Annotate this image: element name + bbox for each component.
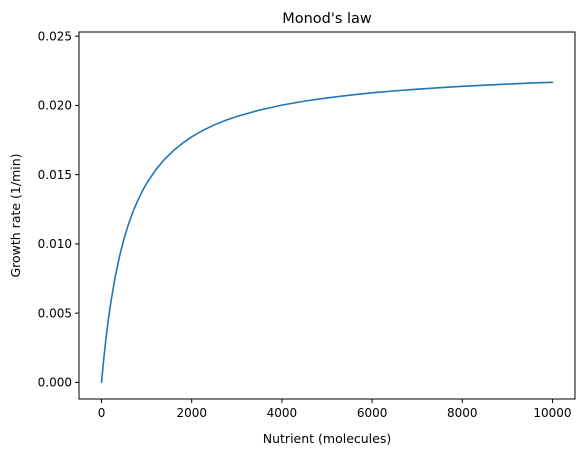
x-axis-label: Nutrient (molecules) <box>263 431 392 446</box>
y-tick-label: 0.000 <box>38 376 72 390</box>
x-tick-label: 2000 <box>176 406 207 420</box>
plot-frame <box>78 31 576 400</box>
series-line <box>100 81 554 384</box>
y-tick-label: 0.020 <box>38 99 72 113</box>
x-tick-label: 0 <box>98 406 106 420</box>
x-tick-label: 6000 <box>357 406 388 420</box>
x-tick-label: 8000 <box>447 406 478 420</box>
chart-title: Monod's law <box>282 11 372 27</box>
y-axis-label: Growth rate (1/min) <box>8 153 23 277</box>
y-tick-label: 0.025 <box>38 29 72 43</box>
y-tick-label: 0.005 <box>38 306 72 320</box>
x-axis: 0 2000 4000 6000 8000 10000 <box>98 399 572 420</box>
y-tick-label: 0.010 <box>38 237 72 251</box>
y-axis: 0.000 0.005 0.010 0.015 0.020 0.025 <box>38 29 79 390</box>
x-tick-label: 10000 <box>533 406 571 420</box>
plot-area <box>78 31 576 400</box>
y-tick-label: 0.015 <box>38 168 72 182</box>
x-tick-label: 4000 <box>267 406 298 420</box>
